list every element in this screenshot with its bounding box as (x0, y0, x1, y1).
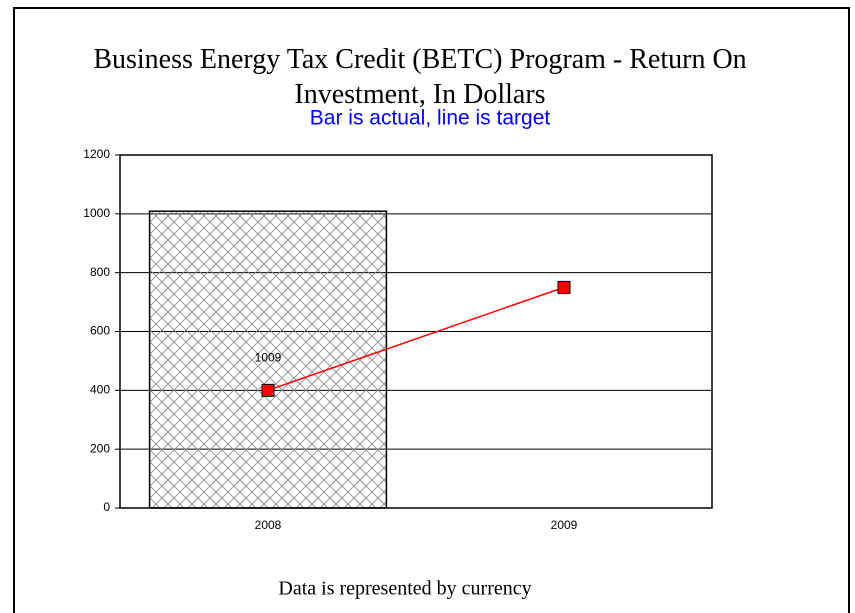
title-box: Business Energy Tax Credit (BETC) Progra… (93, 44, 747, 110)
chart-subtitle: Bar is actual, line is target (310, 107, 551, 130)
x-tick-label: 2009 (551, 518, 578, 532)
y-tick-label: 200 (90, 441, 110, 455)
y-tick-label: 400 (90, 383, 110, 397)
data-label: 1009 (255, 351, 282, 365)
plot-border (119, 154, 713, 509)
y-tick-label: 0 (103, 500, 110, 514)
target-marker (261, 383, 275, 397)
x-tick-label: 2008 (255, 518, 282, 532)
y-tick-label: 1200 (83, 147, 110, 161)
frame (13, 7, 850, 613)
target-line (267, 286, 565, 392)
target-marker (557, 280, 571, 294)
y-tick-label: 1000 (83, 206, 110, 220)
bar (148, 210, 388, 509)
footer: Data is represented by currency (278, 578, 531, 600)
y-tick-label: 800 (90, 265, 110, 279)
chart-title: Business Energy Tax Credit (BETC) Progra… (93, 44, 747, 110)
y-tick-label: 600 (90, 324, 110, 338)
